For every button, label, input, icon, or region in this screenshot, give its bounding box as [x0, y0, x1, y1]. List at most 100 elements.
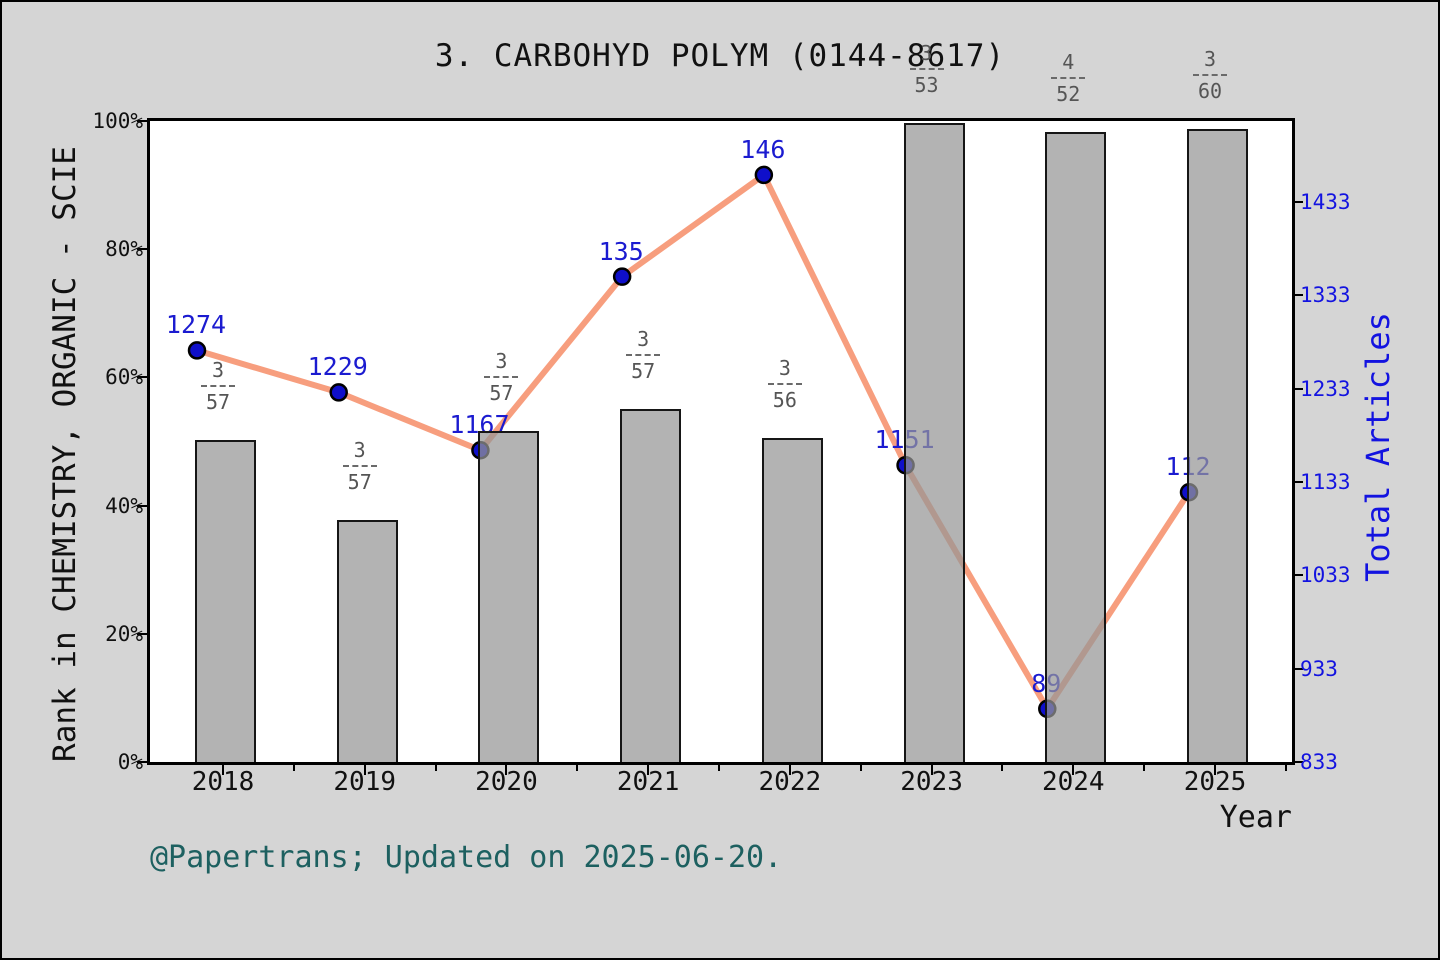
- x-axis-minor-tick: [718, 765, 720, 771]
- rank-bar: [1045, 131, 1107, 762]
- plot-area: [147, 118, 1295, 765]
- left-axis-tick-label: 60%: [105, 365, 143, 390]
- point-value-label: 1274: [165, 310, 227, 340]
- x-axis-major-tick: [363, 765, 366, 775]
- rank-bar: [336, 519, 398, 762]
- rank-fraction-numerator: 3: [495, 349, 508, 374]
- rank-fraction: 3 57: [471, 349, 531, 405]
- left-axis-tick-label: 40%: [105, 493, 143, 518]
- x-axis-major-tick: [1072, 765, 1075, 775]
- x-axis-major-tick: [505, 765, 508, 775]
- rank-fraction: 3 57: [330, 438, 390, 494]
- rank-fraction-denominator: 53: [914, 72, 939, 97]
- x-axis-major-tick: [1214, 765, 1216, 775]
- rank-fraction-numerator: 3: [778, 356, 791, 381]
- x-axis-year-label: 2019: [333, 767, 397, 797]
- rank-bar: [620, 408, 682, 762]
- x-axis-year-label: 2021: [616, 767, 680, 797]
- left-axis-title: Rank in CHEMISTRY, ORGANIC - SCIE: [47, 146, 83, 762]
- rank-bar: [761, 438, 823, 762]
- rank-bar: [195, 440, 256, 762]
- x-axis-major-tick: [222, 765, 224, 775]
- rank-fraction: 3 60: [1180, 47, 1240, 103]
- footer-credit: @Papertrans; Updated on 2025-06-20.: [150, 840, 783, 875]
- x-axis-title: Year: [1219, 800, 1292, 835]
- rank-fraction-numerator: 4: [1062, 49, 1075, 74]
- right-axis-tick-label: 933: [1300, 656, 1338, 681]
- left-axis-tick: [137, 376, 147, 379]
- rank-fraction-numerator: 3: [211, 358, 225, 383]
- rank-fraction-denominator: 57: [205, 390, 231, 415]
- x-axis-year-label: 2020: [475, 767, 538, 797]
- rank-fraction-numerator: 3: [353, 437, 366, 462]
- rank-fraction: 3 56: [755, 356, 815, 412]
- rank-fraction-denominator: 60: [1197, 78, 1223, 103]
- x-axis-year-label: 2024: [1041, 767, 1105, 797]
- right-axis-tick: [1295, 574, 1303, 577]
- rank-fraction-bar: [201, 385, 235, 388]
- rank-fraction-numerator: 3: [637, 326, 650, 351]
- rank-fraction-numerator: 3: [1203, 46, 1217, 71]
- rank-bar: [478, 431, 540, 762]
- x-axis-year-label: 2022: [758, 767, 822, 797]
- x-axis-year-label: 2025: [1183, 767, 1247, 797]
- x-axis-major-tick: [788, 765, 791, 775]
- right-axis-tick: [1295, 667, 1303, 670]
- rank-fraction-bar: [767, 383, 802, 386]
- right-axis-tick: [1295, 294, 1303, 297]
- rank-bar: [1187, 128, 1248, 762]
- right-axis-tick: [1295, 761, 1303, 763]
- rank-fraction-bar: [484, 376, 519, 379]
- rank-fraction: 4 52: [1038, 50, 1098, 106]
- x-axis-minor-tick: [1001, 765, 1004, 771]
- left-axis-tick-label: 80%: [105, 237, 143, 262]
- rank-fraction-denominator: 57: [489, 381, 514, 406]
- right-axis-tick: [1295, 387, 1303, 390]
- rank-fraction: 3 57: [188, 358, 248, 414]
- point-value-label: 135: [598, 236, 644, 266]
- left-axis-tick-label: 100%: [92, 109, 143, 133]
- chart-title: 3. CARBOHYD POLYM (0144-8617): [434, 38, 1006, 74]
- x-axis-major-tick: [647, 765, 650, 775]
- left-axis-tick: [137, 248, 147, 251]
- x-axis-minor-tick: [434, 765, 437, 771]
- x-axis-minor-tick: [1284, 765, 1287, 771]
- rank-fraction-bar: [342, 464, 377, 467]
- rank-fraction-denominator: 56: [772, 388, 797, 413]
- point-value-label: 146: [740, 134, 786, 164]
- point-value-label: 1229: [307, 352, 368, 382]
- right-axis-tick-label: 1433: [1300, 190, 1351, 214]
- rank-fraction: 3 53: [897, 41, 957, 97]
- right-axis-tick-label: 1133: [1300, 470, 1351, 494]
- x-axis-year-label: 2023: [900, 767, 963, 797]
- left-axis-tick: [137, 504, 147, 507]
- x-axis-minor-tick: [292, 765, 295, 771]
- rank-fraction-bar: [1051, 76, 1086, 79]
- x-axis-major-tick: [930, 765, 933, 775]
- rank-fraction-denominator: 57: [631, 358, 656, 383]
- rank-fraction-denominator: 52: [1056, 81, 1081, 106]
- left-axis-tick: [137, 120, 147, 122]
- right-axis-tick-label: 1233: [1300, 376, 1351, 401]
- x-axis-minor-tick: [1143, 765, 1146, 771]
- right-axis-tick: [1295, 481, 1303, 483]
- right-axis-tick-label: 833: [1300, 750, 1338, 774]
- right-axis-tick-label: 1333: [1300, 283, 1351, 308]
- rank-fraction-denominator: 57: [347, 469, 372, 494]
- rank-bar: [903, 122, 965, 762]
- left-axis-tick-label: 0%: [117, 750, 143, 774]
- rank-fraction-numerator: 3: [920, 40, 933, 65]
- rank-fraction-bar: [1193, 73, 1227, 76]
- right-axis-tick-label: 1033: [1300, 563, 1351, 588]
- rank-fraction-bar: [909, 67, 944, 70]
- left-axis-tick: [137, 761, 147, 763]
- x-axis-year-label: 2018: [191, 767, 255, 797]
- x-axis-minor-tick: [576, 765, 579, 771]
- left-axis-tick-label: 20%: [105, 621, 143, 646]
- right-axis-tick: [1295, 201, 1303, 203]
- rank-fraction-bar: [626, 353, 661, 356]
- rank-fraction: 3 57: [613, 327, 673, 383]
- x-axis-minor-tick: [859, 765, 862, 771]
- left-axis-tick: [137, 632, 147, 635]
